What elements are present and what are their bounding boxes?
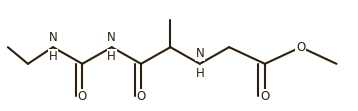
- Text: O: O: [260, 89, 270, 103]
- Text: N: N: [195, 47, 204, 60]
- Text: O: O: [136, 89, 146, 103]
- Text: H: H: [49, 50, 57, 63]
- Text: H: H: [195, 67, 204, 80]
- Text: O: O: [78, 89, 87, 103]
- Text: N: N: [49, 31, 57, 44]
- Text: O: O: [296, 41, 305, 54]
- Text: H: H: [107, 50, 116, 63]
- Text: N: N: [107, 31, 116, 44]
